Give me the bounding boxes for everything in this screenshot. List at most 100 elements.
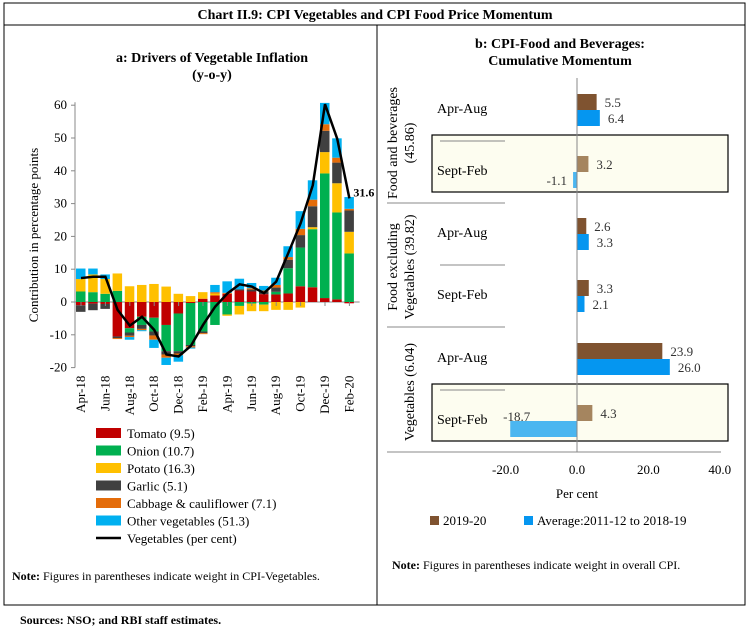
bar-tomato [271,294,281,302]
bar-potato [198,292,208,299]
x-tick-label: -20.0 [492,462,519,477]
bar-onion [173,313,184,352]
figure-title: Chart II.9: CPI Vegetables and CPI Food … [197,8,552,23]
x-tick-label: Apr-19 [219,376,234,413]
panel-b-legend: 2019-20 Average:2011-12 to 2018-19 [430,513,686,528]
bar-cabbage [149,335,159,340]
bar-other [88,268,98,275]
y-tick-label: 0 [61,294,68,309]
legend-label-line: Vegetables (per cent) [127,531,237,546]
row-label: Apr-Aug [437,102,487,117]
bar-tomato [307,287,318,302]
note-label: Note: [12,569,40,583]
bar-potato [320,152,330,174]
bar-cabbage [344,208,354,211]
bar-garlic [88,303,98,311]
y-tick-label: 20 [54,228,67,243]
panel-a-note: Note: Figures in parentheses indicate we… [12,569,320,583]
bar-garlic [198,331,208,334]
group-label: Vegetables (6.04) [403,343,418,441]
bar-potato [185,296,196,302]
bar-potato [76,279,86,292]
bar-garlic [76,305,86,312]
bar-garlic [149,331,159,336]
bar-2019-20 [577,280,589,296]
bar-potato [112,273,123,291]
y-tick-label: 60 [54,97,67,112]
data-label-2019-20: 5.5 [605,95,621,110]
y-tick-label: -20 [50,360,67,375]
bar-tomato [332,299,342,302]
bar-tomato [112,302,123,337]
bar-onion [222,302,232,315]
bar-onion [100,293,110,302]
bar-garlic [320,130,330,153]
bar-potato [210,293,220,296]
bar-tomato [124,302,135,329]
bar-average [510,421,577,437]
panel-a-plot: -20 -10 0 10 20 30 40 50 60 Apr-18 Jun-18 Aug-18 Oct… [50,97,375,415]
bar-potato [88,274,98,293]
bar-potato [344,231,354,254]
x-tick-label: Dec-19 [317,376,332,414]
bar-tomato [185,302,196,303]
bar-other [259,285,269,291]
bar-other [124,337,135,340]
x-tick-label: 20.0 [637,462,660,477]
panel-a-legend: Tomato (9.5) Onion (10.7) Potato (16.3) Gar… [96,426,276,546]
x-tick-label: Oct-18 [146,376,161,412]
bar-onion [295,247,306,287]
x-tick-label: Aug-18 [122,376,137,416]
legend-swatch-garlic [96,480,121,491]
bar-average [573,172,577,188]
bar-2019-20 [577,343,663,359]
y-tick-label: 40 [54,163,67,178]
row-label: Apr-Aug [437,351,487,366]
legend-swatch-other [96,515,121,526]
bar-onion [210,302,220,325]
bar-cabbage [332,157,342,163]
x-axis-label: Per cent [556,486,599,501]
bar-garlic [246,289,257,292]
bar-potato [246,303,257,312]
bar-average [577,296,585,312]
bar-cabbage [283,257,293,260]
bar-garlic [112,336,123,339]
x-tick-label: Feb-20 [341,376,356,413]
y-axis-label: Contribution in percentage points [26,148,41,322]
group-label-2: Vegetables (39.82) [403,214,418,319]
bar-other [344,197,354,209]
x-tick-label: Oct-19 [293,376,308,412]
bar-onion [320,173,330,299]
bar-onion [283,268,293,294]
bar-average [577,359,670,375]
bar-cabbage [246,288,257,290]
row-label: Sept-Feb [437,164,488,179]
bar-tomato [283,293,293,302]
bar-cabbage [210,292,220,294]
bar-cabbage [259,290,269,292]
bar-other [161,357,171,365]
bar-potato [100,279,110,294]
bar-tomato [295,286,306,302]
bar-onion [271,291,281,295]
bar-garlic [173,351,184,354]
bar-cabbage [320,124,330,131]
bar-onion [137,316,147,325]
bar-potato [259,304,269,312]
bar-cabbage [271,284,281,288]
y-tick-label: 30 [54,196,67,211]
legend-label-garlic: Garlic (5.1) [127,479,188,494]
panel-b-title: b: CPI-Food and Beverages: [475,37,645,52]
data-label-average: 3.3 [597,235,613,250]
bar-onion [332,212,342,300]
bar-garlic [100,303,110,309]
note-text: Figures in parentheses indicate weight i… [40,569,320,583]
x-tick-label: 0.0 [569,462,585,477]
y-tick-label: 10 [54,261,67,276]
bar-garlic [271,287,281,292]
panel-a-title: a: Drivers of Vegetable Inflation [116,51,308,66]
row-label: Sept-Feb [437,413,488,428]
bar-onion [124,328,135,333]
bar-cabbage [112,338,123,340]
